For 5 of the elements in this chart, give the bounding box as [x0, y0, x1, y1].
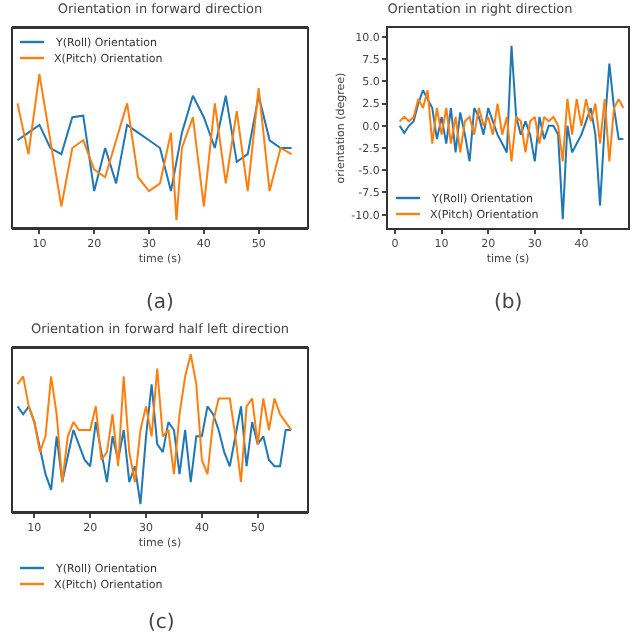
text: (c) [148, 612, 175, 634]
line-series [398, 44, 625, 221]
line-series [398, 89, 625, 163]
text: (a) [146, 292, 175, 314]
text: (b) [494, 292, 523, 314]
